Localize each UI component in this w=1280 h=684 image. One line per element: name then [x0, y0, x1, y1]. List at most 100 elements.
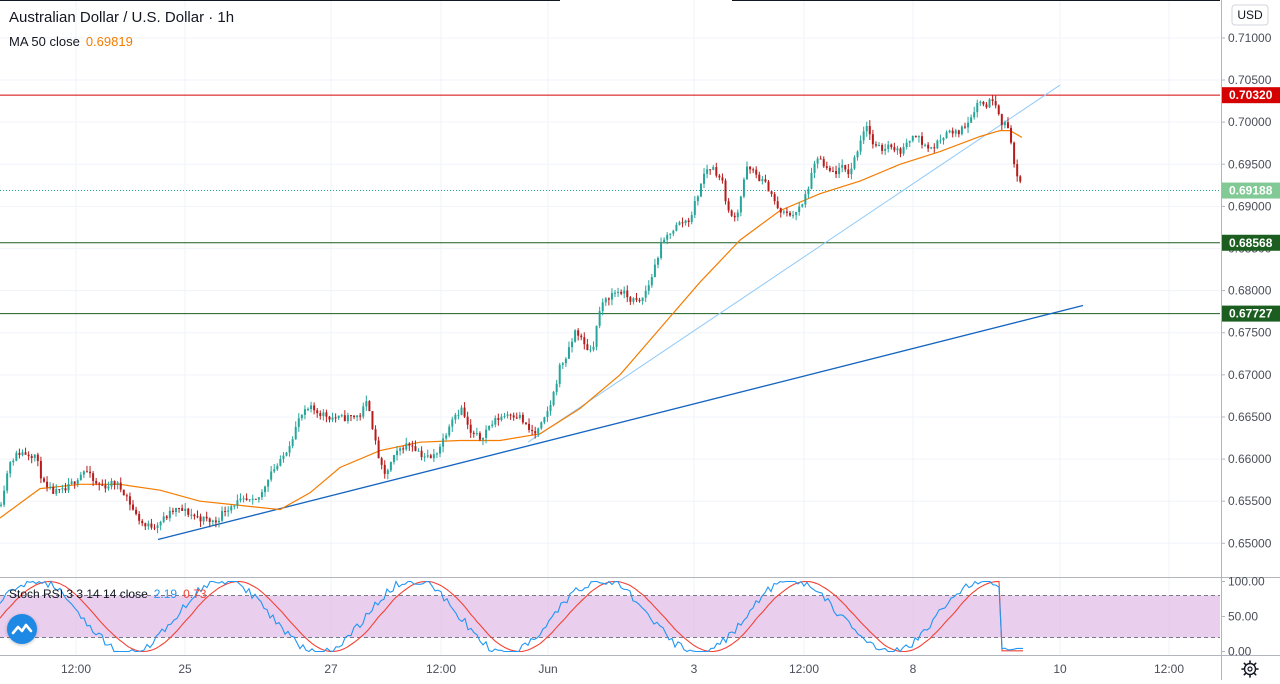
candle-body [313, 405, 316, 411]
candle-body [442, 438, 445, 447]
candle-body [871, 134, 874, 145]
candle-body [221, 511, 224, 521]
candle-body [917, 136, 920, 138]
candle-body [1016, 164, 1019, 177]
candle-body [178, 507, 181, 509]
candle-body [67, 483, 70, 491]
candle-body [411, 445, 414, 447]
candle-body [718, 175, 721, 178]
candle-body [709, 169, 712, 171]
candle-body [122, 489, 125, 496]
candle-body [310, 405, 313, 410]
candle-body [276, 465, 279, 470]
candle-body [337, 415, 340, 419]
candle-body [644, 290, 647, 298]
price-tag-0.67727 [1222, 305, 1280, 322]
candle-body [785, 211, 788, 213]
candle-body [356, 415, 359, 418]
candle-body [95, 480, 98, 484]
candle-body [399, 448, 402, 451]
candle-body [187, 508, 190, 515]
candle-body [835, 171, 838, 175]
candle-body [724, 180, 727, 202]
candle-body [868, 125, 871, 135]
candle-body [150, 523, 153, 528]
candle-body [445, 435, 448, 439]
candle-body [583, 337, 586, 345]
candle-body [650, 277, 653, 286]
settings-gear-icon[interactable] [1240, 659, 1260, 679]
candle-body [113, 480, 116, 485]
candle-body [481, 437, 484, 440]
candle-body [417, 450, 420, 452]
candle-body [273, 469, 276, 472]
candle-body [377, 440, 380, 459]
candle-body [497, 418, 500, 421]
candle-body [138, 514, 141, 521]
candle-body [660, 243, 663, 258]
upper-trendline[interactable] [527, 84, 1061, 443]
candle-body [939, 140, 942, 142]
candle-body [905, 142, 908, 147]
ma-legend: MA 50 close 0.69819 [9, 34, 133, 49]
candle-body [202, 516, 205, 522]
candle-body [528, 423, 531, 430]
candle-body [383, 464, 386, 474]
candle-body [432, 454, 435, 459]
candle-body [110, 480, 113, 487]
tradingview-logo-icon[interactable] [7, 614, 37, 644]
trendlines[interactable] [157, 84, 1084, 541]
candle-body [822, 159, 825, 167]
symbol-title: Australian Dollar / U.S. Dollar · 1h [9, 9, 235, 26]
candle-body [472, 432, 475, 434]
candle-body [804, 194, 807, 205]
candle-body [730, 210, 733, 216]
candle-body [211, 520, 214, 522]
candle-body [884, 148, 887, 151]
time-tick-label: 10 [1053, 662, 1067, 676]
candle-body [116, 482, 119, 485]
candle-body [451, 419, 454, 427]
candle-body [798, 206, 801, 212]
candle-body [227, 510, 230, 512]
candle-body [638, 299, 641, 302]
candle-body [629, 297, 632, 302]
candle-body [3, 490, 6, 505]
candle-body [27, 454, 30, 457]
candle-body [478, 433, 481, 440]
candle-body [49, 486, 52, 488]
candle-body [184, 508, 187, 511]
candle-body [828, 167, 831, 171]
candle-body [976, 102, 979, 113]
candle-body [847, 169, 850, 175]
horizontal-levels[interactable] [0, 94, 1220, 315]
currency-badge[interactable] [1231, 4, 1269, 26]
candle-body [967, 122, 970, 128]
candle-body [24, 452, 27, 455]
candle-body [386, 470, 389, 474]
candle-body [592, 346, 595, 350]
candle-body [214, 520, 217, 523]
time-tick-label: 8 [910, 662, 917, 676]
candle-body [782, 211, 785, 213]
currency-label[interactable]: USD [1237, 8, 1263, 22]
candle-body [862, 131, 865, 141]
candle-body [368, 401, 371, 412]
candle-body [620, 291, 623, 294]
price-tick-label: 0.71000 [1228, 31, 1272, 45]
candle-body [699, 183, 702, 197]
candle-body [294, 426, 297, 440]
candle-body [260, 492, 263, 498]
candle-body [675, 224, 678, 231]
price-tick-label: 0.70000 [1228, 115, 1272, 129]
lower-trendline[interactable] [157, 304, 1084, 541]
time-tick-label: Jun [538, 662, 557, 676]
candle-body [693, 201, 696, 216]
candle-body [994, 101, 997, 106]
candle-body [18, 452, 21, 455]
time-tick-label: 12:00 [1154, 662, 1184, 676]
candle-body [21, 452, 24, 455]
candle-body [509, 414, 512, 416]
